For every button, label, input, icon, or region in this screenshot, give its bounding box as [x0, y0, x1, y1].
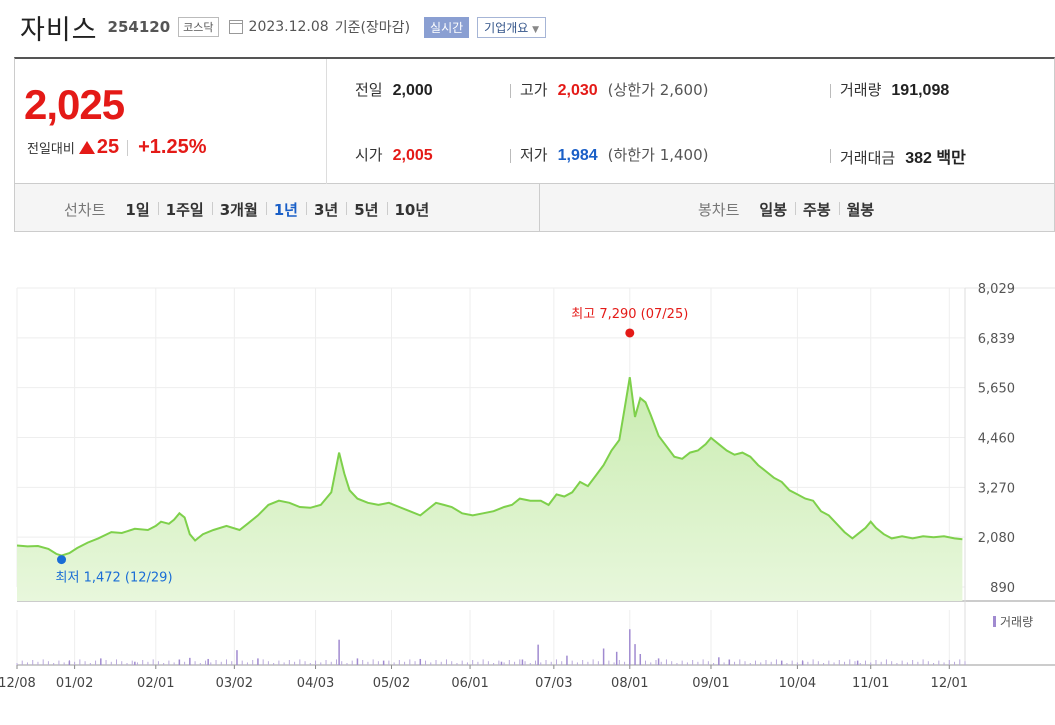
quote-date: 2023.12.08 — [248, 19, 329, 35]
divider — [539, 184, 540, 231]
price-change: 전일대비 25 +1.25% — [27, 136, 206, 159]
change-amount: 25 — [96, 136, 120, 158]
amount-label: 거래대금 — [840, 149, 896, 167]
min-point-marker — [57, 555, 67, 565]
x-tick-label: 11/01 — [852, 676, 889, 691]
candle-chart-tabs: 봉차트 일봉 주봉 월봉 — [698, 199, 882, 220]
x-tick-label: 12/08 — [0, 676, 36, 691]
low-value: 1,984 — [557, 147, 598, 164]
x-tick-label: 06/01 — [451, 676, 488, 691]
amount-number: 382 — [905, 150, 932, 167]
x-tick-label: 12/01 — [931, 676, 968, 691]
y-tick-label: 3,270 — [978, 481, 1015, 496]
volume-value: 191,098 — [891, 82, 950, 99]
chevron-down-icon: ▼ — [532, 24, 540, 35]
volume-legend-swatch — [993, 616, 996, 627]
tab-1w[interactable]: 1주일 — [157, 199, 212, 220]
x-tick-label: 01/02 — [56, 676, 93, 691]
y-tick-label: 8,029 — [978, 282, 1015, 297]
tab-10y[interactable]: 10년 — [386, 199, 438, 220]
tab-weekly[interactable]: 주봉 — [795, 199, 839, 220]
price-line — [16, 377, 963, 557]
volume-cell: 거래량 191,098 — [840, 79, 949, 100]
line-chart-header: 선차트 — [64, 201, 106, 219]
x-tick-label: 05/02 — [373, 676, 410, 691]
price-area — [17, 377, 963, 601]
y-tick-label: 5,650 — [978, 382, 1015, 397]
divider — [830, 149, 831, 163]
divider — [510, 84, 511, 98]
candle-chart-header: 봉차트 — [698, 201, 740, 219]
high-cell: 고가 2,030 (상한가 2,600) — [520, 79, 709, 100]
high-label: 고가 — [520, 81, 548, 99]
prev-close-cell: 전일 2,000 — [355, 79, 433, 100]
market-badge: 코스닥 — [178, 17, 219, 37]
open-label: 시가 — [355, 146, 383, 164]
quote-date-note: 기준(장마감) — [334, 20, 411, 36]
stock-name: 자비스 — [20, 14, 98, 46]
change-rate: +1.25% — [138, 136, 207, 158]
lower-limit-label: (하한가 — [607, 146, 655, 164]
change-label: 전일대비 — [27, 142, 75, 157]
quote-summary: 2,025 전일대비 25 +1.25% 전일 2,000 시가 2,005 고… — [14, 57, 1055, 184]
tab-1y[interactable]: 1년 — [265, 199, 306, 220]
low-cell: 저가 1,984 (하한가 1,400) — [520, 144, 709, 165]
amount-value: 382 백만 — [905, 144, 966, 168]
open-cell: 시가 2,005 — [355, 144, 433, 165]
lower-limit: (하한가 1,400) — [608, 144, 709, 165]
x-tick-label: 03/02 — [216, 676, 253, 691]
x-tick-label: 02/01 — [137, 676, 174, 691]
min-annotation: 최저 1,472 (12/29) — [56, 571, 173, 586]
tab-1d[interactable]: 1일 — [125, 201, 150, 219]
upper-limit: (상한가 2,600) — [608, 79, 709, 100]
amount-cell: 거래대금 382 백만 — [840, 144, 966, 168]
divider — [830, 84, 831, 98]
prev-close-value: 2,000 — [392, 82, 433, 99]
price-panel: 2,025 전일대비 25 +1.25% — [15, 59, 327, 184]
chart-tabs: 선차트 1일 1주일 3개월 1년 3년 5년 10년 봉차트 일봉 주봉 월봉 — [14, 184, 1055, 232]
divider — [510, 149, 511, 163]
x-tick-label: 09/01 — [692, 676, 729, 691]
upper-limit-value: 2,600) — [659, 81, 709, 99]
x-tick-label: 04/03 — [297, 676, 334, 691]
company-overview-button[interactable]: 기업개요 ▼ — [477, 16, 547, 38]
x-tick-label: 10/04 — [779, 676, 816, 691]
stock-code: 254120 — [107, 18, 171, 36]
low-label: 저가 — [520, 146, 548, 164]
x-tick-label: 08/01 — [611, 676, 648, 691]
y-tick-label: 4,460 — [978, 432, 1015, 447]
y-tick-label: 890 — [990, 581, 1015, 596]
tab-3m[interactable]: 3개월 — [211, 199, 266, 220]
amount-unit: 백만 — [936, 150, 966, 167]
current-price: 2,025 — [24, 81, 125, 128]
y-tick-label: 2,080 — [978, 531, 1015, 546]
tab-5y[interactable]: 5년 — [346, 199, 386, 220]
calendar-icon — [228, 20, 243, 34]
divider — [127, 139, 129, 156]
max-annotation: 최고 7,290 (07/25) — [571, 307, 688, 322]
stock-header: 자비스 254120 코스닥 2023.12.08 기준(장마감) 실시간 기업… — [20, 10, 547, 46]
realtime-button[interactable]: 실시간 — [424, 16, 470, 38]
company-overview-label: 기업개요 — [484, 20, 529, 35]
tab-monthly[interactable]: 월봉 — [838, 199, 883, 220]
lower-limit-value: 1,400) — [659, 146, 709, 164]
open-value: 2,005 — [392, 147, 433, 164]
volume-label: 거래량 — [840, 81, 882, 99]
line-chart-tabs: 선차트 1일 1주일 3개월 1년 3년 5년 10년 — [64, 199, 437, 220]
volume-legend-label: 거래량 — [1000, 615, 1033, 629]
max-point-marker — [625, 328, 635, 338]
tab-daily[interactable]: 일봉 — [759, 201, 788, 219]
upper-limit-label: (상한가 — [607, 81, 655, 99]
high-value: 2,030 — [557, 82, 598, 99]
price-chart: 8,029 6,839 5,650 4,460 3,270 2,080 890 12/08 01… — [0, 282, 1055, 691]
x-tick-label: 07/03 — [535, 676, 572, 691]
up-triangle-icon — [78, 141, 95, 154]
tab-3y[interactable]: 3년 — [306, 199, 346, 220]
prev-close-label: 전일 — [355, 81, 383, 99]
y-tick-label: 6,839 — [978, 332, 1015, 347]
